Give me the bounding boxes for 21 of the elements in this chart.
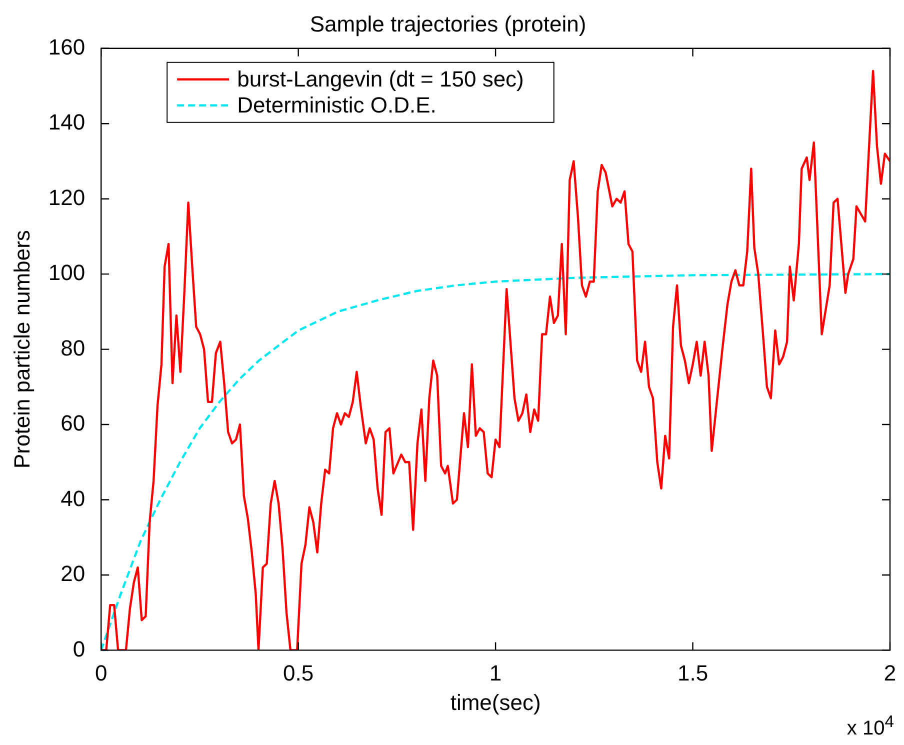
x-tick-label: 0.5 [283,660,314,686]
y-tick-label: 40 [60,486,86,511]
legend-label: Deterministic O.D.E. [237,92,436,118]
x-axis-title: time(sec) [450,690,541,715]
line-series [101,272,890,650]
legend-label: burst-Langevin (dt = 150 sec) [237,66,524,92]
y-tick-label: 120 [48,184,86,210]
y-tick-label: 100 [48,260,86,286]
x-tick-label: 1 [489,660,502,686]
y-tick-label: 80 [60,335,86,360]
y-tick-label: 0 [72,636,86,662]
x-tick-label: 0 [94,660,108,686]
y-tick-label: 60 [60,410,86,436]
y-axis-title: Protein particle numbers [9,230,34,469]
y-tick-label: 140 [48,110,86,135]
y-tick-label: 20 [60,561,86,586]
text: x 10$^{4}$ [846,712,894,741]
chart-title: Sample trajectories (protein) [310,11,586,36]
x-tick-label: 1.5 [677,660,708,686]
y-tick-label: 160 [48,34,86,60]
x-tick-label: 2 [884,660,896,686]
